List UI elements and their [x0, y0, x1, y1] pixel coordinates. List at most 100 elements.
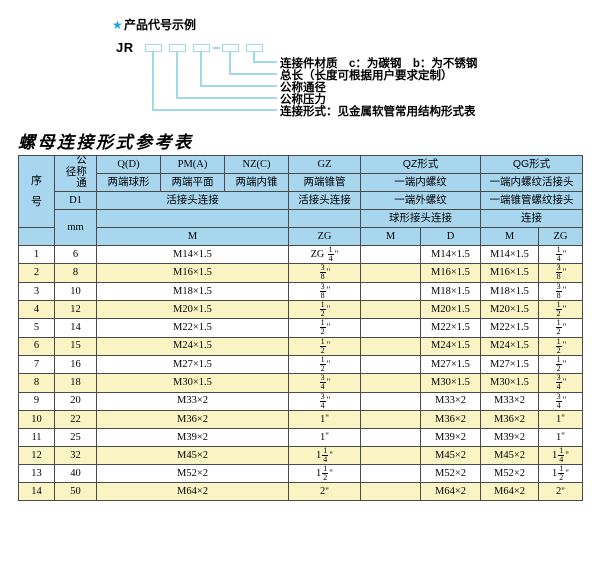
leader-2-horizontal — [229, 73, 277, 75]
header-row-codes: 序 号 公称通径 Q(D) PM(A) NZ(C) GZ QZ形式 QG形式 — [18, 155, 583, 228]
cell-m-left: M30×1.5 — [96, 373, 289, 393]
header-dn-cell: 公称通径 — [54, 155, 97, 192]
cell-m-left: M45×2 — [96, 445, 289, 466]
header-seq-cell: 序 号 — [18, 155, 55, 228]
header-conn2-qz: 球形接头连接 — [360, 209, 481, 228]
cell-gz: 1 1 2 " — [288, 464, 361, 484]
cell-qg-zg: 1 1 4 " — [538, 445, 583, 466]
star-icon: ★ — [112, 18, 123, 32]
cell-qz-d: M39×2 — [420, 427, 481, 447]
cell-gz: 3 8 " — [288, 281, 361, 301]
cell-seq: 2 — [18, 263, 55, 283]
header-code-qg: QG形式 — [480, 155, 583, 174]
leader-4-horizontal — [176, 97, 277, 99]
cell-qz-m — [360, 281, 421, 301]
cell-m-left: M22×1.5 — [96, 318, 289, 338]
cell-qz-m — [360, 464, 421, 484]
cell-qz-m — [360, 244, 421, 265]
cell-seq: 14 — [18, 482, 55, 502]
cell-qg-zg: 1 2 " — [538, 318, 583, 338]
cell-dn: 20 — [54, 391, 97, 411]
cell-qz-m — [360, 318, 421, 338]
cell-qz-d: M45×2 — [420, 445, 481, 466]
nut-connection-spec-table: 序 号 公称通径 Q(D) PM(A) NZ(C) GZ QZ形式 QG形式 两… — [18, 155, 583, 502]
leader-5-horizontal — [152, 109, 277, 111]
cell-qz-d: M36×2 — [420, 409, 481, 429]
cell-m-left: M33×2 — [96, 391, 289, 411]
product-code-title: 产品代号示例 — [124, 18, 197, 32]
cell-qg-zg: 3 4 " — [538, 391, 583, 411]
cell-qg-m: M52×2 — [480, 464, 539, 484]
cell-qg-m: M39×2 — [480, 427, 539, 447]
cell-qg-m: M16×1.5 — [480, 263, 539, 283]
code-note-conn-type: 连接形式：见金属软管常用结构形式表 — [280, 106, 476, 118]
cell-gz: 2 " — [288, 482, 361, 502]
cell-qg-zg: 1 " — [538, 427, 583, 447]
header-dn-sub: D1 — [54, 191, 97, 210]
cell-qz-m — [360, 263, 421, 283]
cell-qz-m — [360, 336, 421, 356]
cell-dn: 6 — [54, 244, 97, 265]
header-end-qg: 一端内螺纹活接头 — [480, 173, 583, 192]
cell-dn: 8 — [54, 263, 97, 283]
header-row-units: M ZG M D M ZG — [18, 227, 583, 246]
cell-m-left: M36×2 — [96, 409, 289, 429]
header-row-endforms: 两端球形 两端平面 两端内锥 两端锥管 一端内螺纹 一端内螺纹活接头 — [19, 173, 583, 192]
header-unit-qz-m: M — [360, 227, 421, 246]
cell-qz-m — [360, 354, 421, 375]
cell-dn: 14 — [54, 318, 97, 338]
cell-m-left: M20×1.5 — [96, 299, 289, 320]
cell-qg-zg: 1 2 " — [538, 336, 583, 356]
header-code-qd: Q(D) — [96, 155, 161, 174]
header-dn-unit: mm — [54, 209, 97, 246]
leader-1-vertical — [253, 52, 255, 62]
header-unit-seq-blank — [18, 227, 55, 246]
code-note-pressure: 公称压力 — [280, 94, 326, 106]
cell-gz: 1 2 " — [288, 336, 361, 356]
cell-dn: 16 — [54, 354, 97, 375]
cell-qz-d: M22×1.5 — [420, 318, 481, 338]
header-conn-gz: 活接头连接 — [288, 191, 361, 210]
cell-qg-m: M14×1.5 — [480, 244, 539, 265]
cell-m-left: M64×2 — [96, 482, 289, 502]
cell-qg-m: M45×2 — [480, 445, 539, 466]
cell-qg-m: M33×2 — [480, 391, 539, 411]
cell-m-left: M52×2 — [96, 464, 289, 484]
table-row: 5 14 M22×1.5 1 2 " M22×1.5 M22×1.5 1 2 " — [18, 318, 583, 338]
cell-dn: 12 — [54, 299, 97, 320]
cell-qg-zg: 2 " — [538, 482, 583, 502]
code-note-material: 连接件材质 c：为碳钢 b：为不锈钢 — [280, 58, 478, 70]
code-dash — [213, 47, 220, 49]
cell-qg-m: M18×1.5 — [480, 281, 539, 301]
cell-seq: 12 — [18, 445, 55, 466]
cell-qz-d: M27×1.5 — [420, 354, 481, 375]
header-end-qz: 一端内螺纹 — [360, 173, 481, 192]
table-row: 3 10 M18×1.5 3 8 " M18×1.5 M18×1.5 3 8 " — [18, 281, 583, 301]
header-unit-qz-d: D — [420, 227, 481, 246]
table-row: 8 18 M30×1.5 3 4 " M30×1.5 M30×1.5 3 4 " — [18, 373, 583, 393]
leader-2-vertical — [229, 52, 231, 74]
table-row: 10 22 M36×2 1 " M36×2 M36×2 1 " — [18, 409, 583, 429]
header-blank-left — [96, 209, 289, 228]
cell-seq: 13 — [18, 464, 55, 484]
cell-qz-m — [360, 482, 421, 502]
table-row: 11 25 M39×2 1 " M39×2 M39×2 1 " — [18, 427, 583, 447]
header-row-connection-2: mm 球形接头连接 连接 — [19, 209, 583, 246]
table-row: 14 50 M64×2 2 " M64×2 M64×2 2 " — [18, 482, 583, 502]
cell-qz-d: M20×1.5 — [420, 299, 481, 320]
cell-qz-d: M52×2 — [420, 464, 481, 484]
header-end-pma: 两端平面 — [160, 173, 225, 192]
header-code-nzc: NZ(C) — [224, 155, 289, 174]
cell-qz-d: M33×2 — [420, 391, 481, 411]
header-unit-m-left: M — [96, 227, 289, 246]
header-code-gz: GZ — [288, 155, 361, 174]
cell-dn: 15 — [54, 336, 97, 356]
product-code-diagram: ★ 产品代号示例 JR 连接件材质 c：为碳钢 b：为不锈钢 总长（长度可根据用… — [0, 0, 600, 128]
cell-m-left: M16×1.5 — [96, 263, 289, 283]
header-conn-left: 活接头连接 — [96, 191, 289, 210]
seq-label-2: 号 — [31, 195, 42, 208]
header-dn-label: 公称通径 — [64, 155, 88, 189]
seq-label-1: 序 — [31, 174, 42, 187]
cell-gz: ZG 1 4 " — [288, 244, 361, 265]
leader-3-horizontal — [200, 85, 277, 87]
